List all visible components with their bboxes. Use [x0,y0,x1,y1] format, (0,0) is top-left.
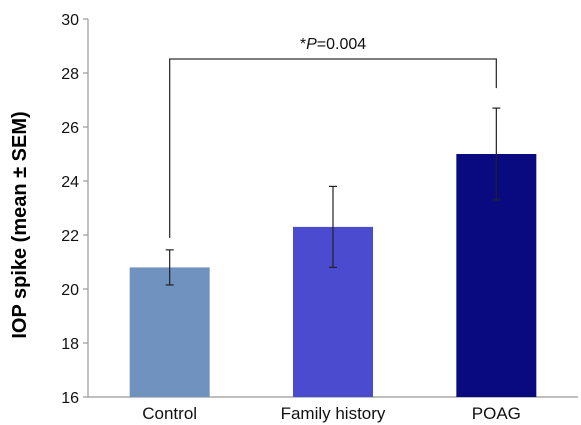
y-axis-label: IOP spike (mean ± SEM) [9,111,31,338]
p-value-number: =0.004 [317,36,366,53]
bars [129,154,537,397]
y-tick-label: 30 [61,12,79,29]
significance-bracket [169,58,497,238]
y-tick-label: 26 [61,120,79,137]
y-tick-label: 22 [61,228,79,245]
p-value-symbol: P [306,36,317,53]
p-value-label: *P=0.004 [300,36,366,53]
y-tick-label: 24 [61,174,79,191]
y-tick-label: 20 [61,282,79,299]
error-bars [165,107,501,286]
p-value-prefix: * [300,36,306,53]
y-tick-labels: 16 18 20 22 24 26 28 30 [61,12,79,407]
y-tick-label: 28 [61,66,79,83]
bar [129,267,210,397]
y-tick-label: 18 [61,336,79,353]
x-tick-label: POAG [472,404,521,423]
significance-annotation: *P=0.004 [169,36,497,238]
x-tick-labels: Control Family history POAG [142,404,521,423]
x-tick-label: Control [142,404,197,423]
x-tick-label: Family history [281,404,386,423]
y-tick-label: 16 [61,390,79,407]
